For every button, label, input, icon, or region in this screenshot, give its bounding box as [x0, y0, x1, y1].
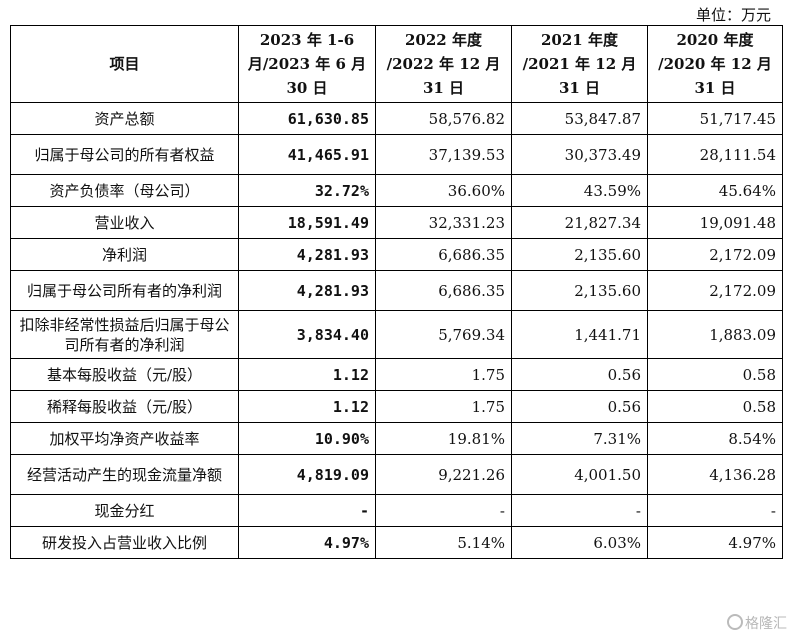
cell-value: 4,136.28: [647, 454, 783, 495]
cell-value: 37,139.53: [375, 134, 512, 175]
header-2020: 2020 年度 /2020 年 12 月 31 日: [647, 25, 783, 103]
table-row: 现金分红 - - - -: [10, 494, 783, 527]
cell-value: 0.58: [647, 390, 783, 423]
cell-value: 1.12: [238, 358, 376, 391]
cell-value: 41,465.91: [238, 134, 376, 175]
cell-value: 45.64%: [647, 174, 783, 207]
cell-value: 21,827.34: [511, 206, 648, 239]
cell-value: 32,331.23: [375, 206, 512, 239]
cell-value: 28,111.54: [647, 134, 783, 175]
row-label: 研发投入占营业收入比例: [10, 526, 239, 559]
table-header-row: 项目 2023 年 1-6 月/2023 年 6 月 30 日 2022 年度 …: [10, 25, 783, 103]
row-label: 现金分红: [10, 494, 239, 527]
cell-value: -: [238, 494, 376, 527]
cell-value: 1.75: [375, 358, 512, 391]
cell-value: 4.97%: [238, 526, 376, 559]
header-2022: 2022 年度 /2022 年 12 月 31 日: [375, 25, 512, 103]
cell-value: 51,717.45: [647, 102, 783, 135]
cell-value: 10.90%: [238, 422, 376, 455]
row-label: 资产总额: [10, 102, 239, 135]
table-row: 营业收入 18,591.49 32,331.23 21,827.34 19,091.48: [10, 206, 783, 239]
row-label: 归属于母公司的所有者权益: [10, 134, 239, 175]
cell-value: 1.12: [238, 390, 376, 423]
cell-value: 5.14%: [375, 526, 512, 559]
cell-value: 30,373.49: [511, 134, 648, 175]
header-2023h1: 2023 年 1-6 月/2023 年 6 月 30 日: [238, 25, 376, 103]
cell-value: 1,441.71: [511, 310, 648, 359]
cell-value: -: [375, 494, 512, 527]
row-label: 净利润: [10, 238, 239, 271]
row-label: 归属于母公司所有者的净利润: [10, 270, 239, 311]
cell-value: 2,172.09: [647, 270, 783, 311]
watermark-text: 格隆汇: [745, 616, 787, 632]
cell-value: 0.56: [511, 390, 648, 423]
table-row: 稀释每股收益（元/股） 1.12 1.75 0.56 0.58: [10, 390, 783, 423]
cell-value: 9,221.26: [375, 454, 512, 495]
cell-value: 2,135.60: [511, 238, 648, 271]
table-row: 资产总额 61,630.85 58,576.82 53,847.87 51,717.45: [10, 102, 783, 135]
cell-value: 36.60%: [375, 174, 512, 207]
cell-value: 19.81%: [375, 422, 512, 455]
cell-value: 4.97%: [647, 526, 783, 559]
cell-value: 4,819.09: [238, 454, 376, 495]
cell-value: 32.72%: [238, 174, 376, 207]
watermark-logo-icon: [727, 614, 743, 630]
header-2021: 2021 年度 /2021 年 12 月 31 日: [511, 25, 648, 103]
cell-value: 2,172.09: [647, 238, 783, 271]
row-label: 加权平均净资产收益率: [10, 422, 239, 455]
table-row: 资产负债率（母公司） 32.72% 36.60% 43.59% 45.64%: [10, 174, 783, 207]
cell-value: 4,281.93: [238, 270, 376, 311]
table-row: 净利润 4,281.93 6,686.35 2,135.60 2,172.09: [10, 238, 783, 271]
cell-value: 6,686.35: [375, 270, 512, 311]
cell-value: 6.03%: [511, 526, 648, 559]
watermark: 格隆汇: [727, 613, 787, 633]
cell-value: 4,281.93: [238, 238, 376, 271]
unit-label: 单位：万元: [695, 6, 771, 24]
cell-value: 7.31%: [511, 422, 648, 455]
table-row: 归属于母公司的所有者权益 41,465.91 37,139.53 30,373.49 2…: [10, 134, 783, 175]
cell-value: 1.75: [375, 390, 512, 423]
row-label: 扣除非经常性损益后归属于母公司所有者的净利润: [10, 310, 239, 359]
cell-value: 5,769.34: [375, 310, 512, 359]
table-row: 研发投入占营业收入比例 4.97% 5.14% 6.03% 4.97%: [10, 526, 783, 559]
cell-value: 19,091.48: [647, 206, 783, 239]
cell-value: 4,001.50: [511, 454, 648, 495]
cell-value: 3,834.40: [238, 310, 376, 359]
cell-value: 61,630.85: [238, 102, 376, 135]
cell-value: 0.58: [647, 358, 783, 391]
row-label: 基本每股收益（元/股）: [10, 358, 239, 391]
table-row: 基本每股收益（元/股） 1.12 1.75 0.56 0.58: [10, 358, 783, 391]
table-row: 经营活动产生的现金流量净额 4,819.09 9,221.26 4,001.50 4,1…: [10, 454, 783, 495]
table-row: 归属于母公司所有者的净利润 4,281.93 6,686.35 2,135.60 2,1…: [10, 270, 783, 311]
row-label: 经营活动产生的现金流量净额: [10, 454, 239, 495]
cell-value: 0.56: [511, 358, 648, 391]
table-row: 扣除非经常性损益后归属于母公司所有者的净利润 3,834.40 5,769.34 1,…: [10, 310, 783, 359]
cell-value: 2,135.60: [511, 270, 648, 311]
cell-value: 6,686.35: [375, 238, 512, 271]
row-label: 营业收入: [10, 206, 239, 239]
cell-value: -: [647, 494, 783, 527]
row-label: 稀释每股收益（元/股）: [10, 390, 239, 423]
cell-value: 8.54%: [647, 422, 783, 455]
row-label: 资产负债率（母公司）: [10, 174, 239, 207]
cell-value: 43.59%: [511, 174, 648, 207]
cell-value: 18,591.49: [238, 206, 376, 239]
financial-table: 项目 2023 年 1-6 月/2023 年 6 月 30 日 2022 年度 …: [10, 25, 783, 559]
cell-value: -: [511, 494, 648, 527]
cell-value: 58,576.82: [375, 102, 512, 135]
table-row: 加权平均净资产收益率 10.90% 19.81% 7.31% 8.54%: [10, 422, 783, 455]
cell-value: 1,883.09: [647, 310, 783, 359]
header-item: 项目: [10, 25, 239, 103]
cell-value: 53,847.87: [511, 102, 648, 135]
